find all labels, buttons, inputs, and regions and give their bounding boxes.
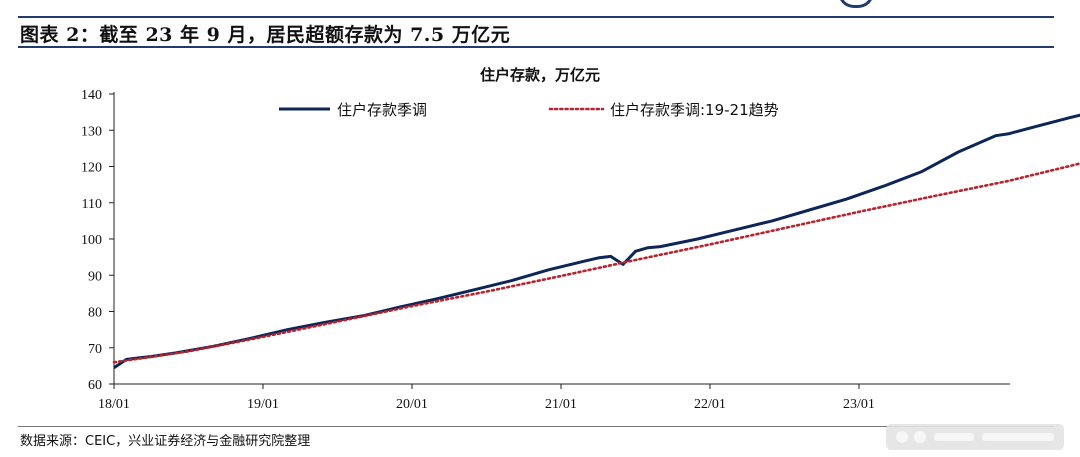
source-note: 数据来源：CEIC，兴业证券经济与金融研究院整理 bbox=[20, 434, 311, 449]
legend-label-actual: 住户存款季调 bbox=[337, 101, 427, 119]
header-bottom-rule bbox=[18, 46, 1054, 48]
x-tick-label: 22/01 bbox=[694, 397, 726, 412]
figure-title: 图表 2：截至 23 年 9 月，居民超额存款为 7.5 万亿元 bbox=[20, 24, 511, 46]
y-tick-label: 70 bbox=[88, 342, 102, 357]
x-tick-label: 18/01 bbox=[98, 397, 130, 412]
y-tick-label: 130 bbox=[81, 124, 102, 139]
line-chart: 住户存款，万亿元 60 70 80 90 100 110 120 130 140 18/01 19/0… bbox=[81, 66, 1080, 412]
x-tick-label: 23/01 bbox=[843, 397, 875, 412]
x-tick-label: 21/01 bbox=[545, 397, 577, 412]
y-tick-label: 100 bbox=[81, 233, 102, 248]
y-tick-label: 90 bbox=[88, 269, 102, 284]
series-line-actual bbox=[113, 113, 1080, 369]
x-tick-label: 19/01 bbox=[247, 397, 279, 412]
legend-label-trend: 住户存款季调:19-21趋势 bbox=[610, 101, 779, 119]
y-tick-label: 140 bbox=[81, 88, 102, 103]
x-tick-label: 20/01 bbox=[396, 397, 428, 412]
y-tick-label: 60 bbox=[88, 378, 102, 393]
y-tick-label: 120 bbox=[81, 161, 102, 176]
series-line-trend bbox=[112, 162, 1080, 364]
watermark bbox=[886, 424, 1064, 450]
header-top-rule bbox=[18, 16, 1054, 18]
source-rule bbox=[18, 426, 1054, 427]
chart-title: 住户存款，万亿元 bbox=[480, 66, 600, 84]
y-tick-label: 80 bbox=[88, 306, 102, 321]
y-tick-label: 110 bbox=[82, 197, 102, 212]
